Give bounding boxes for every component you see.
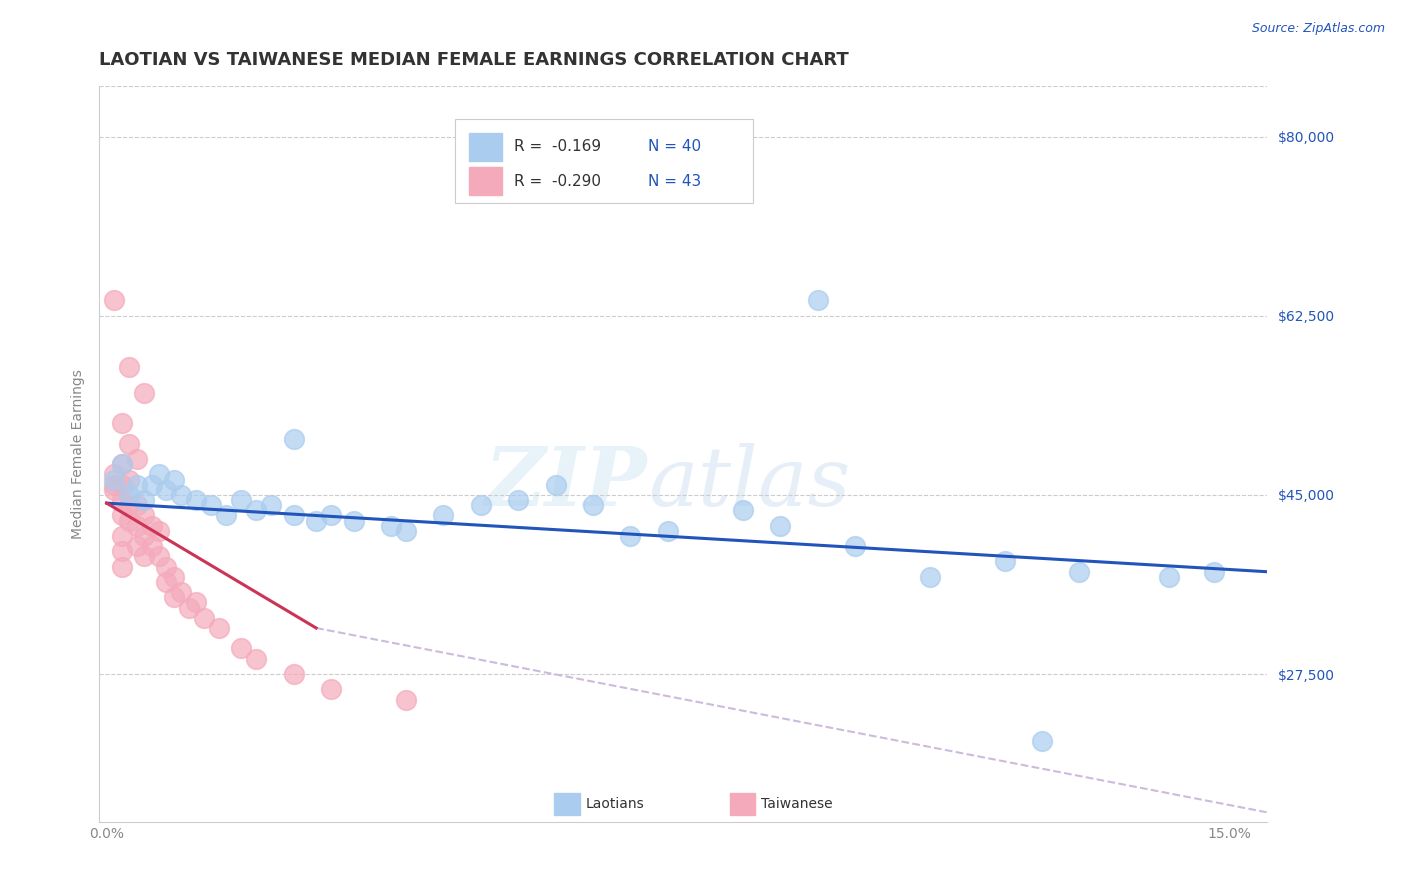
Text: Source: ZipAtlas.com: Source: ZipAtlas.com: [1251, 22, 1385, 36]
Text: ZIP: ZIP: [485, 443, 648, 524]
Point: [118, 436, 141, 450]
Point: [125, 518, 148, 533]
Point: [208, 621, 231, 635]
Point: [163, 591, 186, 605]
Point: [125, 452, 148, 467]
Point: [148, 549, 170, 564]
Text: Taiwanese: Taiwanese: [761, 797, 832, 811]
Point: [141, 539, 163, 553]
Point: [163, 570, 186, 584]
Point: [118, 473, 141, 487]
Text: R =  -0.169: R = -0.169: [513, 139, 600, 154]
Point: [141, 477, 163, 491]
Point: [148, 467, 170, 482]
Point: [132, 549, 155, 564]
Point: [283, 432, 305, 446]
Bar: [730, 793, 755, 815]
Point: [177, 600, 200, 615]
Point: [231, 641, 253, 656]
Point: [110, 544, 132, 558]
Point: [155, 574, 177, 589]
Point: [283, 667, 305, 681]
Point: [582, 498, 605, 512]
Point: [283, 508, 305, 523]
Text: atlas: atlas: [648, 443, 851, 524]
FancyBboxPatch shape: [456, 119, 752, 203]
Point: [731, 503, 754, 517]
Bar: [554, 793, 581, 815]
Point: [170, 585, 193, 599]
Point: [260, 498, 283, 512]
Point: [103, 467, 125, 482]
Point: [110, 493, 132, 508]
Point: [215, 508, 238, 523]
Text: LAOTIAN VS TAIWANESE MEDIAN FEMALE EARNINGS CORRELATION CHART: LAOTIAN VS TAIWANESE MEDIAN FEMALE EARNI…: [100, 51, 849, 69]
Point: [305, 514, 328, 528]
Point: [110, 457, 132, 471]
Bar: [470, 133, 502, 161]
Point: [110, 529, 132, 543]
Point: [103, 477, 125, 491]
Point: [110, 559, 132, 574]
Point: [200, 498, 222, 512]
Point: [342, 514, 364, 528]
Point: [619, 529, 641, 543]
Point: [110, 457, 132, 471]
Point: [132, 529, 155, 543]
Text: N = 43: N = 43: [648, 174, 702, 189]
Point: [657, 524, 679, 538]
Point: [132, 508, 155, 523]
Point: [132, 493, 155, 508]
Point: [245, 503, 267, 517]
Point: [508, 493, 530, 508]
Point: [806, 293, 828, 308]
Point: [103, 483, 125, 497]
Point: [103, 473, 125, 487]
Point: [769, 518, 792, 533]
Point: [155, 483, 177, 497]
Point: [110, 477, 132, 491]
Point: [110, 508, 132, 523]
Text: N = 40: N = 40: [648, 139, 702, 154]
Point: [118, 514, 141, 528]
Point: [148, 524, 170, 538]
Point: [1204, 565, 1226, 579]
Point: [125, 539, 148, 553]
Point: [231, 493, 253, 508]
Point: [132, 385, 155, 400]
Point: [994, 554, 1017, 568]
Point: [470, 498, 492, 512]
Point: [193, 611, 215, 625]
Point: [319, 682, 342, 697]
Point: [1069, 565, 1091, 579]
Point: [395, 524, 418, 538]
Point: [170, 488, 193, 502]
Point: [918, 570, 941, 584]
Point: [118, 359, 141, 374]
Point: [844, 539, 866, 553]
Point: [103, 293, 125, 308]
Point: [118, 488, 141, 502]
Point: [110, 417, 132, 431]
Point: [245, 651, 267, 665]
Point: [186, 595, 208, 609]
Point: [1031, 733, 1053, 747]
Point: [432, 508, 454, 523]
Point: [544, 477, 567, 491]
Point: [186, 493, 208, 508]
Point: [1159, 570, 1181, 584]
Point: [380, 518, 402, 533]
Text: R =  -0.290: R = -0.290: [513, 174, 600, 189]
Point: [141, 518, 163, 533]
Bar: [470, 168, 502, 195]
Point: [118, 498, 141, 512]
Point: [319, 508, 342, 523]
Point: [163, 473, 186, 487]
Text: Laotians: Laotians: [586, 797, 645, 811]
Point: [395, 692, 418, 706]
Point: [125, 477, 148, 491]
Point: [155, 559, 177, 574]
Y-axis label: Median Female Earnings: Median Female Earnings: [72, 369, 86, 539]
Point: [125, 498, 148, 512]
